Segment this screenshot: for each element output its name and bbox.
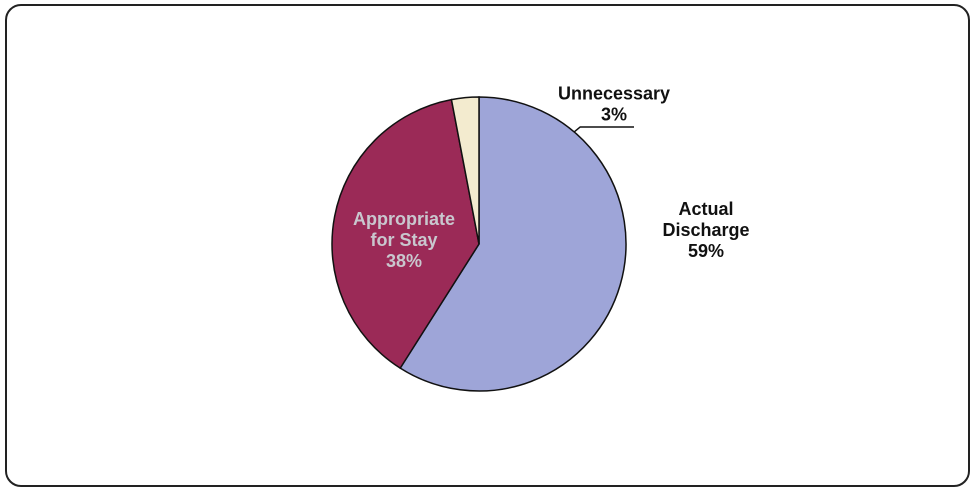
slice-name-label: for Stay (370, 230, 437, 250)
slice-name-label: Actual (678, 199, 733, 219)
pie-slice (331, 98, 480, 370)
slice-name-label: Unnecessary (558, 84, 670, 104)
pie-slices (331, 96, 627, 392)
leader-line (573, 126, 634, 133)
slice-value-label: 59% (688, 241, 724, 261)
slice-label: Actual Discharge 59% (662, 199, 749, 261)
slice-label: Unnecessary 3% (558, 84, 670, 125)
slice-value-label: 3% (601, 105, 627, 125)
slice-name-label: Discharge (662, 220, 749, 240)
slice-name-label: Appropriate (353, 209, 455, 229)
slice-label: Appropriate for Stay 38% (353, 209, 455, 271)
pie-slice (399, 96, 627, 392)
leader-lines (573, 126, 634, 133)
pie-slice (450, 96, 480, 245)
slice-labels: Actual Discharge 59% Appropriate for Stay 38%… (353, 84, 750, 272)
slice-value-label: 38% (386, 251, 422, 271)
